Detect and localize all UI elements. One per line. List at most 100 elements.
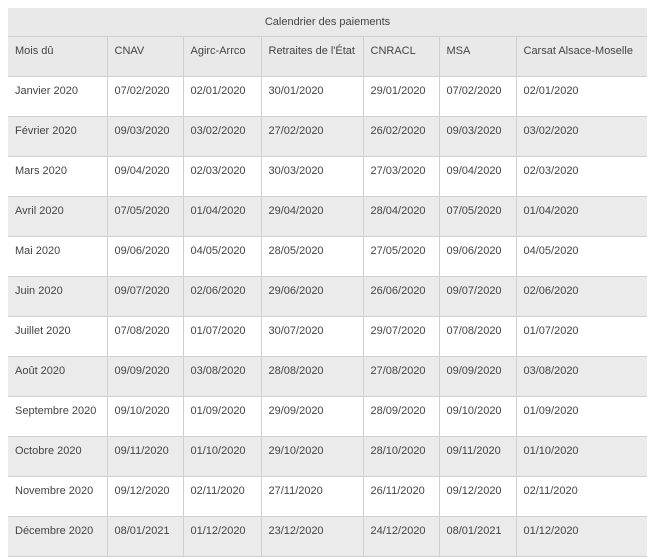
cell-retraites-etat: 29/04/2020 [260,196,363,237]
cell-msa: 07/02/2020 [438,76,516,117]
cell-msa: 08/01/2021 [438,516,516,557]
cell-agirc-arrco: 04/05/2020 [182,236,261,277]
cell-carsat: 04/05/2020 [515,236,648,277]
cell-carsat: 01/10/2020 [515,436,648,477]
cell-carsat: 02/11/2020 [515,476,648,517]
cell-cnracl: 27/08/2020 [362,356,439,397]
table-row: Octobre 2020 09/11/2020 01/10/2020 29/10… [8,436,648,477]
cell-cnracl: 26/06/2020 [362,276,439,317]
cell-month: Février 2020 [8,116,107,157]
cell-month: Octobre 2020 [8,436,107,477]
cell-agirc-arrco: 01/12/2020 [182,516,261,557]
cell-retraites-etat: 30/01/2020 [260,76,363,117]
cell-cnav: 07/05/2020 [106,196,183,237]
cell-carsat: 02/01/2020 [515,76,648,117]
cell-cnav: 09/04/2020 [106,156,183,197]
cell-cnracl: 27/03/2020 [362,156,439,197]
cell-cnav: 07/02/2020 [106,76,183,117]
cell-month: Avril 2020 [8,196,107,237]
header-carsat-alsace-moselle: Carsat Alsace-Moselle [515,36,648,77]
table-row: Août 2020 09/09/2020 03/08/2020 28/08/20… [8,356,648,397]
cell-month: Décembre 2020 [8,516,107,557]
cell-msa: 09/10/2020 [438,396,516,437]
cell-msa: 09/12/2020 [438,476,516,517]
cell-cnav: 09/06/2020 [106,236,183,277]
table-row: Février 2020 09/03/2020 03/02/2020 27/02… [8,116,648,157]
table-body: Janvier 2020 07/02/2020 02/01/2020 30/01… [8,76,648,557]
cell-carsat: 01/07/2020 [515,316,648,357]
header-mois-du: Mois dû [8,36,107,77]
cell-agirc-arrco: 02/01/2020 [182,76,261,117]
cell-msa: 09/03/2020 [438,116,516,157]
cell-retraites-etat: 29/09/2020 [260,396,363,437]
header-msa: MSA [438,36,516,77]
cell-cnav: 09/03/2020 [106,116,183,157]
cell-month: Juin 2020 [8,276,107,317]
cell-agirc-arrco: 01/07/2020 [182,316,261,357]
cell-agirc-arrco: 03/02/2020 [182,116,261,157]
table-caption-row: Calendrier des paiements [8,8,648,37]
cell-cnav: 07/08/2020 [106,316,183,357]
cell-retraites-etat: 28/05/2020 [260,236,363,277]
cell-month: Mai 2020 [8,236,107,277]
cell-cnracl: 26/02/2020 [362,116,439,157]
cell-carsat: 02/06/2020 [515,276,648,317]
cell-retraites-etat: 30/03/2020 [260,156,363,197]
table-row: Avril 2020 07/05/2020 01/04/2020 29/04/2… [8,196,648,237]
cell-month: Août 2020 [8,356,107,397]
cell-msa: 09/09/2020 [438,356,516,397]
cell-month: Mars 2020 [8,156,107,197]
cell-cnracl: 29/07/2020 [362,316,439,357]
cell-cnracl: 26/11/2020 [362,476,439,517]
table-row: Juillet 2020 07/08/2020 01/07/2020 30/07… [8,316,648,357]
cell-cnracl: 29/01/2020 [362,76,439,117]
cell-cnracl: 24/12/2020 [362,516,439,557]
cell-cnracl: 28/04/2020 [362,196,439,237]
table-row: Mai 2020 09/06/2020 04/05/2020 28/05/202… [8,236,648,277]
cell-msa: 09/06/2020 [438,236,516,277]
cell-retraites-etat: 27/11/2020 [260,476,363,517]
cell-cnracl: 28/09/2020 [362,396,439,437]
cell-msa: 07/08/2020 [438,316,516,357]
cell-msa: 09/07/2020 [438,276,516,317]
cell-cnav: 09/10/2020 [106,396,183,437]
cell-agirc-arrco: 03/08/2020 [182,356,261,397]
header-agirc-arrco: Agirc-Arrco [182,36,261,77]
table-header-row: Mois dû CNAV Agirc-Arrco Retraites de l'… [8,36,648,77]
cell-carsat: 03/08/2020 [515,356,648,397]
cell-agirc-arrco: 02/03/2020 [182,156,261,197]
cell-agirc-arrco: 01/09/2020 [182,396,261,437]
cell-retraites-etat: 29/06/2020 [260,276,363,317]
header-cnav: CNAV [106,36,183,77]
cell-retraites-etat: 29/10/2020 [260,436,363,477]
cell-carsat: 01/09/2020 [515,396,648,437]
cell-agirc-arrco: 02/11/2020 [182,476,261,517]
cell-carsat: 02/03/2020 [515,156,648,197]
table-row: Septembre 2020 09/10/2020 01/09/2020 29/… [8,396,648,437]
cell-msa: 09/04/2020 [438,156,516,197]
cell-month: Septembre 2020 [8,396,107,437]
cell-agirc-arrco: 01/10/2020 [182,436,261,477]
payment-calendar-table: Calendrier des paiements Mois dû CNAV Ag… [8,8,648,557]
cell-retraites-etat: 27/02/2020 [260,116,363,157]
cell-month: Juillet 2020 [8,316,107,357]
header-cnracl: CNRACL [362,36,439,77]
header-retraites-etat: Retraites de l'État [260,36,363,77]
cell-msa: 09/11/2020 [438,436,516,477]
cell-carsat: 01/12/2020 [515,516,648,557]
table-caption: Calendrier des paiements [8,8,648,37]
table-row: Novembre 2020 09/12/2020 02/11/2020 27/1… [8,476,648,517]
cell-month: Janvier 2020 [8,76,107,117]
cell-cnracl: 27/05/2020 [362,236,439,277]
cell-msa: 07/05/2020 [438,196,516,237]
cell-agirc-arrco: 01/04/2020 [182,196,261,237]
table-row: Décembre 2020 08/01/2021 01/12/2020 23/1… [8,516,648,557]
cell-cnracl: 28/10/2020 [362,436,439,477]
table-row: Juin 2020 09/07/2020 02/06/2020 29/06/20… [8,276,648,317]
cell-agirc-arrco: 02/06/2020 [182,276,261,317]
cell-cnav: 09/09/2020 [106,356,183,397]
cell-carsat: 01/04/2020 [515,196,648,237]
cell-retraites-etat: 28/08/2020 [260,356,363,397]
cell-retraites-etat: 23/12/2020 [260,516,363,557]
table-row: Janvier 2020 07/02/2020 02/01/2020 30/01… [8,76,648,117]
